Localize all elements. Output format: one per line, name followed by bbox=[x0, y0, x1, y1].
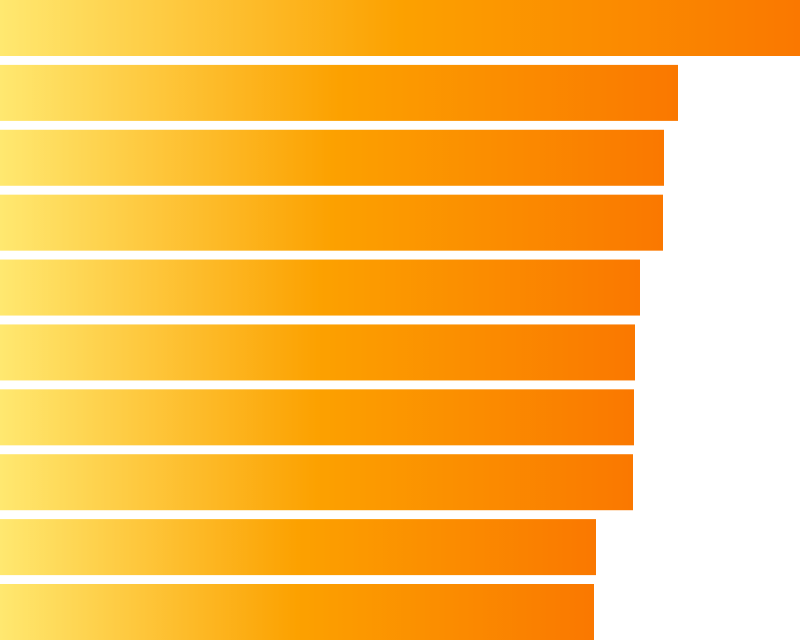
bar bbox=[0, 584, 594, 640]
bar bbox=[0, 324, 635, 381]
bar bbox=[0, 454, 633, 511]
bar bbox=[0, 259, 640, 316]
bar bbox=[0, 389, 634, 446]
bar bbox=[0, 0, 800, 56]
bar bbox=[0, 194, 663, 251]
bar bbox=[0, 64, 678, 121]
bar bbox=[0, 129, 664, 186]
bar bbox=[0, 519, 596, 576]
